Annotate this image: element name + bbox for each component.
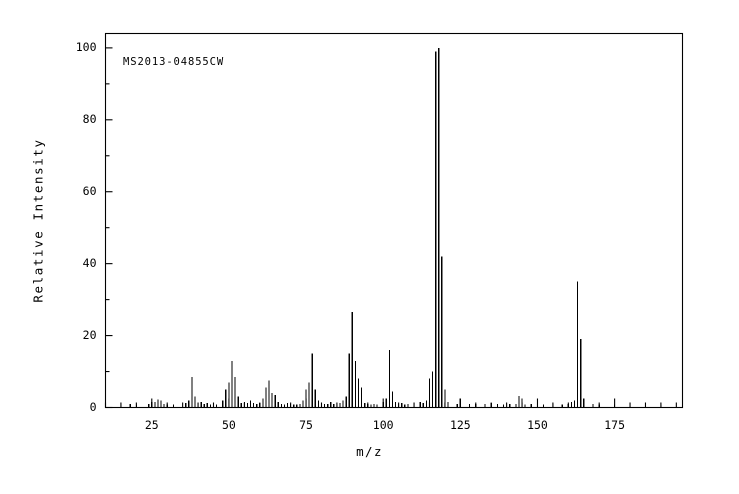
y-tick-label: 80 — [82, 111, 97, 126]
x-tick-label: 150 — [527, 417, 548, 432]
x-tick-label: 75 — [299, 417, 313, 432]
x-tick-label: 175 — [604, 417, 625, 432]
x-tick-label: 25 — [144, 417, 159, 432]
y-axis-title-wrapper: Relative Intensity — [24, 0, 52, 440]
x-tick-label: 100 — [372, 417, 394, 432]
y-tick-label: 60 — [82, 183, 97, 198]
x-axis-title: m/z — [356, 444, 383, 459]
x-tick-label: 50 — [221, 417, 236, 432]
y-tick-label: 20 — [82, 327, 97, 342]
y-axis-title: Relative Intensity — [30, 137, 46, 303]
spectrum-peaks — [120, 47, 662, 408]
y-axis-ticks — [105, 47, 113, 409]
sample-id-annotation: MS2013-04855CW — [123, 56, 225, 68]
x-tick-label: 125 — [449, 417, 471, 432]
y-tick-label: 100 — [75, 39, 97, 54]
y-tick-label: 40 — [82, 255, 97, 270]
plot-frame — [104, 32, 684, 409]
y-tick-label: 0 — [89, 399, 97, 414]
plot-border — [104, 32, 684, 409]
